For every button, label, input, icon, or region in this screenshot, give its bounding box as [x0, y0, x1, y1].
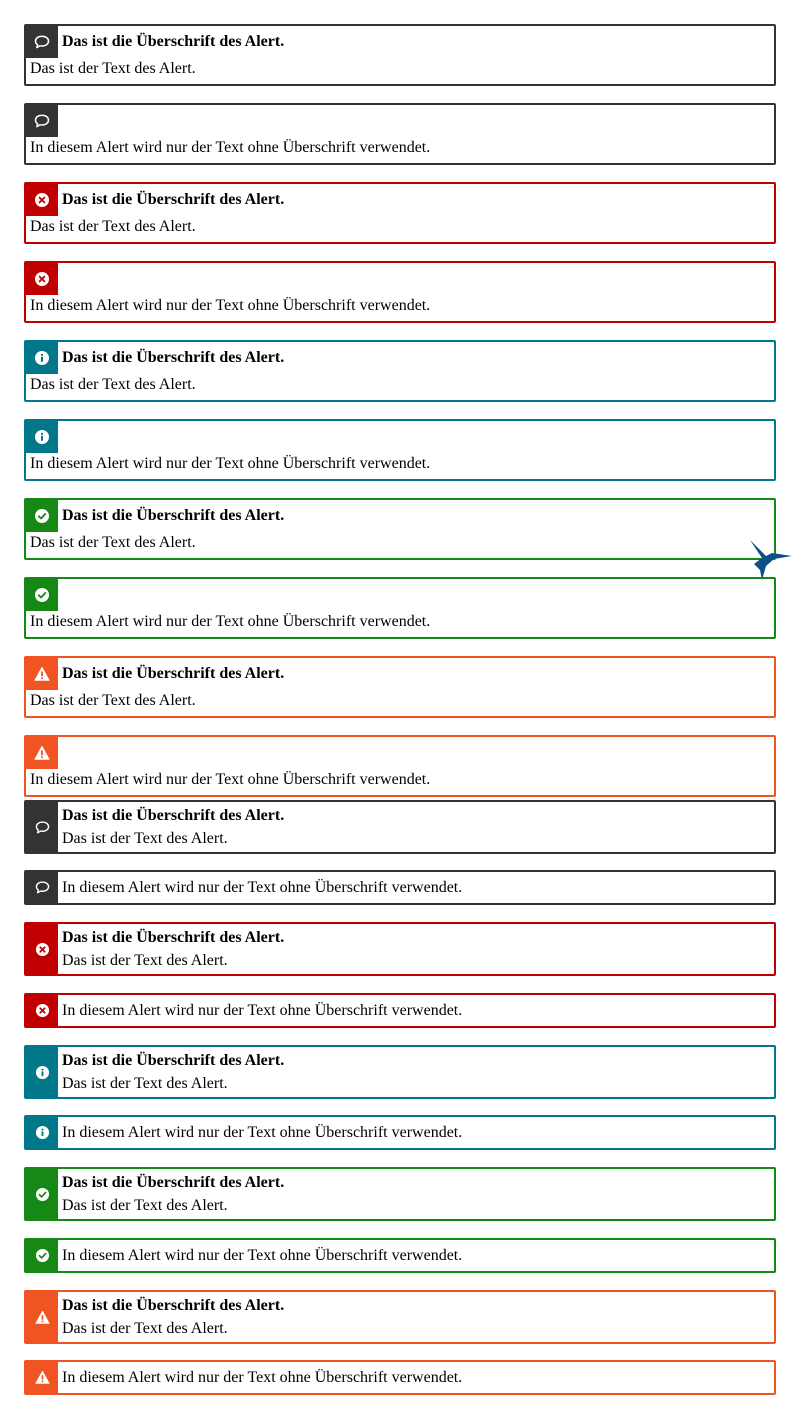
alert-text: Das ist der Text des Alert. — [30, 534, 196, 551]
alert-text: Das ist der Text des Alert. — [30, 692, 196, 709]
alert-inline-error: Das ist die Überschrift des Alert. Das is… — [24, 922, 776, 976]
alert-text: In diesem Alert wird nur der Text ohne Ü… — [30, 455, 431, 472]
speech-bubble-icon — [35, 880, 50, 895]
alert-heading: Das ist die Überschrift des Alert. — [62, 507, 285, 524]
alert-heading — [26, 737, 774, 769]
alert-inline-info: Das ist die Überschrift des Alert. Das is… — [24, 1045, 776, 1099]
alert-icon-box — [26, 579, 58, 611]
alert-icon-box — [26, 105, 58, 137]
check-circle-icon — [35, 1187, 50, 1202]
error-circle-icon — [35, 942, 50, 957]
warning-triangle-icon — [34, 1370, 50, 1385]
speech-bubble-icon — [34, 113, 50, 129]
alert-heading: Das ist die Überschrift des Alert. — [62, 1174, 285, 1191]
alert-text: Das ist der Text des Alert. — [62, 1075, 228, 1092]
alert-text: Das ist der Text des Alert. — [62, 1320, 228, 1337]
alert-icon-box — [26, 802, 58, 852]
alert-icon-box — [26, 1169, 58, 1219]
error-circle-icon — [34, 271, 50, 287]
alert-text: Das ist der Text des Alert. — [62, 952, 228, 969]
alert-icon-box — [26, 1362, 58, 1393]
warning-triangle-icon — [34, 1310, 50, 1325]
alert-icon-box — [26, 995, 58, 1026]
alert-success: Das ist die Überschrift des Alert. Das is… — [24, 498, 776, 560]
alert-heading: Das ist die Überschrift des Alert. — [62, 349, 285, 366]
alert-text: In diesem Alert wird nur der Text ohne Ü… — [30, 771, 431, 788]
alert-warning: Das ist die Überschrift des Alert. Das is… — [24, 656, 776, 718]
check-circle-icon — [34, 587, 50, 603]
alert-text: In diesem Alert wird nur der Text ohne Ü… — [62, 1247, 463, 1264]
check-circle-icon — [35, 1248, 50, 1263]
alert-text: Das ist der Text des Alert. — [62, 1197, 228, 1214]
alert-text: In diesem Alert wird nur der Text ohne Ü… — [62, 1002, 463, 1019]
alert-inline-warning: Das ist die Überschrift des Alert. Das is… — [24, 1290, 776, 1344]
alert-text: Das ist der Text des Alert. — [30, 60, 196, 77]
alert-icon-box — [26, 658, 58, 690]
alert-text: Das ist der Text des Alert. — [62, 830, 228, 847]
alert-icon-box — [26, 263, 58, 295]
alert-heading — [26, 105, 774, 137]
alert-list-stacked: Das ist die Überschrift des Alert. Das is… — [24, 24, 776, 797]
alert-inline-error-text-only: In diesem Alert wird nur der Text ohne Ü… — [24, 993, 776, 1028]
alert-text: In diesem Alert wird nur der Text ohne Ü… — [62, 1369, 463, 1386]
alert-text: In diesem Alert wird nur der Text ohne Ü… — [30, 613, 431, 630]
alert-text: In diesem Alert wird nur der Text ohne Ü… — [30, 297, 431, 314]
warning-triangle-icon — [34, 745, 50, 761]
alert-inline-warning-text-only: In diesem Alert wird nur der Text ohne Ü… — [24, 1360, 776, 1395]
alert-inline-success: Das ist die Überschrift des Alert. Das is… — [24, 1167, 776, 1221]
alert-inline-info-text-only: In diesem Alert wird nur der Text ohne Ü… — [24, 1115, 776, 1150]
alert-heading: Das ist die Überschrift des Alert. — [62, 807, 285, 824]
check-circle-icon — [34, 508, 50, 524]
alert-neutral-text-only: In diesem Alert wird nur der Text ohne Ü… — [24, 103, 776, 165]
alert-heading: Das ist die Überschrift des Alert. — [62, 1297, 285, 1314]
info-circle-icon — [35, 1125, 50, 1140]
info-circle-icon — [34, 350, 50, 366]
alert-text: In diesem Alert wird nur der Text ohne Ü… — [62, 1124, 463, 1141]
alert-success-text-only: In diesem Alert wird nur der Text ohne Ü… — [24, 577, 776, 639]
alert-text: In diesem Alert wird nur der Text ohne Ü… — [30, 139, 431, 156]
alert-icon-box — [26, 1240, 58, 1271]
alert-heading — [26, 263, 774, 295]
info-circle-icon — [34, 429, 50, 445]
alert-info-text-only: In diesem Alert wird nur der Text ohne Ü… — [24, 419, 776, 481]
hummingbird-logo-icon — [746, 536, 794, 584]
alert-heading: Das ist die Überschrift des Alert. — [62, 929, 285, 946]
error-circle-icon — [35, 1003, 50, 1018]
alert-inline-neutral: Das ist die Überschrift des Alert. Das is… — [24, 800, 776, 854]
alert-icon-box — [26, 1292, 58, 1342]
alert-inline-neutral-text-only: In diesem Alert wird nur der Text ohne Ü… — [24, 870, 776, 905]
alert-icon-box — [26, 1117, 58, 1148]
alert-icon-box — [26, 872, 58, 903]
alert-icon-box — [26, 924, 58, 974]
alert-heading: Das ist die Überschrift des Alert. — [62, 191, 285, 208]
alert-text: Das ist der Text des Alert. — [30, 376, 196, 393]
alert-warning-text-only: In diesem Alert wird nur der Text ohne Ü… — [24, 735, 776, 797]
alert-heading — [26, 421, 774, 453]
alert-heading: Das ist die Überschrift des Alert. — [62, 1052, 285, 1069]
warning-triangle-icon — [34, 666, 50, 682]
alert-neutral: Das ist die Überschrift des Alert. Das is… — [24, 24, 776, 86]
alert-icon-box — [26, 737, 58, 769]
alert-text: In diesem Alert wird nur der Text ohne Ü… — [62, 879, 463, 896]
alert-icon-box — [26, 421, 58, 453]
speech-bubble-icon — [35, 820, 50, 835]
alert-icon-box — [26, 184, 58, 216]
alert-heading — [26, 579, 774, 611]
info-circle-icon — [35, 1065, 50, 1080]
alert-error: Das ist die Überschrift des Alert. Das is… — [24, 182, 776, 244]
alert-icon-box — [26, 342, 58, 374]
error-circle-icon — [34, 192, 50, 208]
alert-icon-box — [26, 500, 58, 532]
alert-icon-box — [26, 1047, 58, 1097]
alert-inline-success-text-only: In diesem Alert wird nur der Text ohne Ü… — [24, 1238, 776, 1273]
speech-bubble-icon — [34, 34, 50, 50]
alert-info: Das ist die Überschrift des Alert. Das is… — [24, 340, 776, 402]
alert-error-text-only: In diesem Alert wird nur der Text ohne Ü… — [24, 261, 776, 323]
alert-heading: Das ist die Überschrift des Alert. — [62, 665, 285, 682]
alert-text: Das ist der Text des Alert. — [30, 218, 196, 235]
alert-icon-box — [26, 26, 58, 58]
alert-heading: Das ist die Überschrift des Alert. — [62, 33, 285, 50]
